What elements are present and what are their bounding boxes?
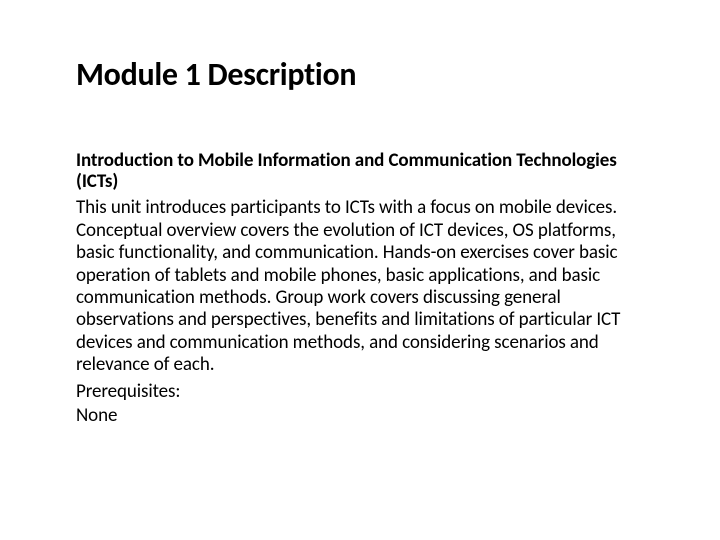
prerequisites-label: Prerequisites: [76,381,644,403]
prerequisites-value: None [76,405,644,427]
module-description: This unit introduces participants to ICT… [76,197,644,376]
module-subtitle: Introduction to Mobile Information and C… [76,150,644,194]
slide-container: Module 1 Description Introduction to Mob… [0,0,720,540]
page-title: Module 1 Description [76,58,644,92]
